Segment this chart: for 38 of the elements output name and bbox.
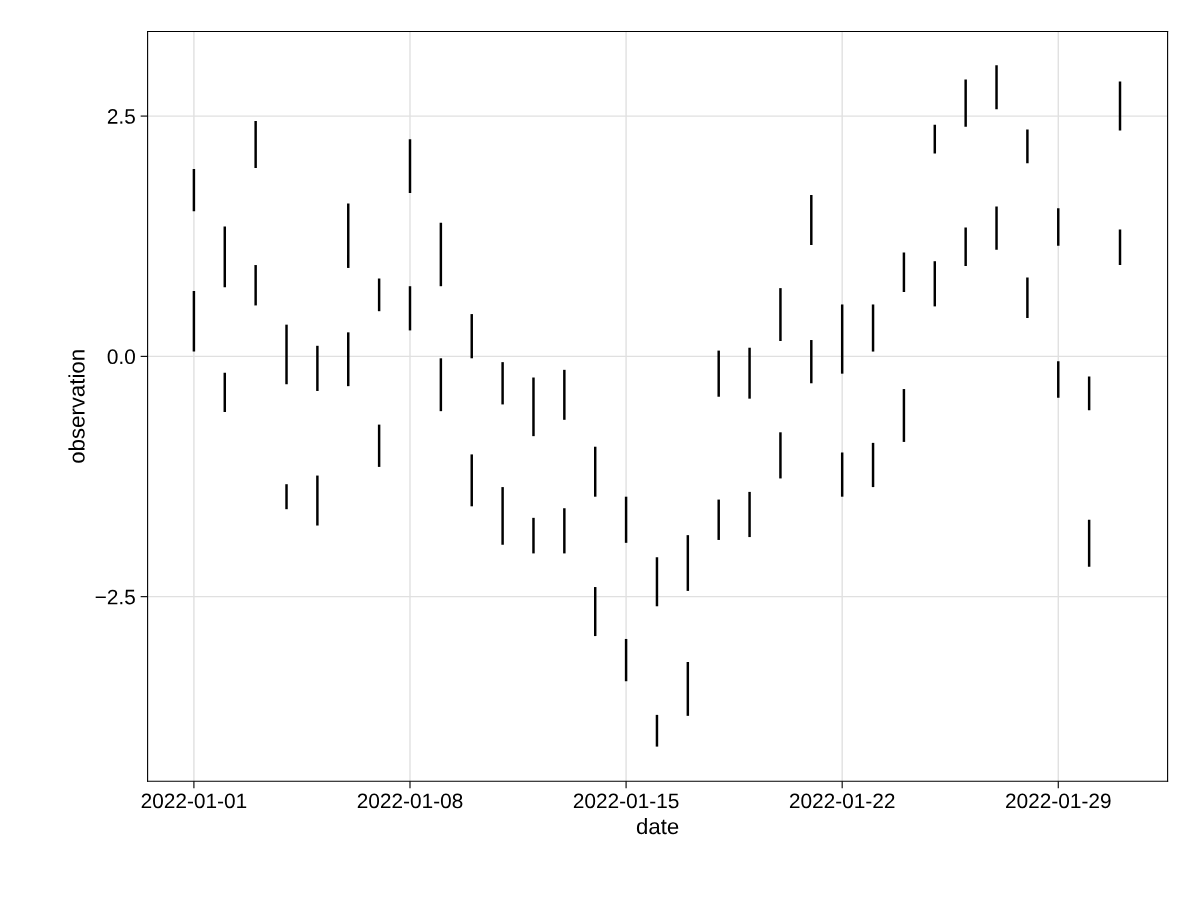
y-tick-label: 0.0 bbox=[107, 349, 135, 365]
x-tick-label: 2022-01-01 bbox=[141, 793, 247, 809]
bar bbox=[563, 369, 566, 420]
bar bbox=[779, 288, 782, 341]
bar bbox=[1057, 208, 1060, 246]
x-tick-label: 2022-01-29 bbox=[1006, 793, 1111, 809]
bar bbox=[779, 432, 782, 479]
bar bbox=[1026, 277, 1029, 318]
bar bbox=[810, 194, 813, 245]
x-axis-title: date bbox=[636, 817, 679, 835]
bar bbox=[717, 499, 720, 540]
bar bbox=[964, 227, 967, 267]
bar bbox=[501, 487, 504, 545]
x-tick-label: 2022-01-22 bbox=[789, 793, 895, 809]
y-axis-title: observation bbox=[68, 350, 85, 463]
bar bbox=[316, 475, 319, 526]
bar bbox=[285, 324, 288, 385]
bar bbox=[810, 340, 813, 384]
bar bbox=[964, 79, 967, 127]
bar bbox=[995, 65, 998, 110]
y-tick-label: −2.5 bbox=[95, 589, 135, 605]
bar bbox=[285, 484, 288, 510]
bar bbox=[532, 517, 535, 554]
bar bbox=[1026, 129, 1029, 164]
bar bbox=[254, 265, 257, 306]
bar bbox=[748, 491, 751, 538]
bar bbox=[563, 508, 566, 554]
bar bbox=[1057, 361, 1060, 398]
bar bbox=[748, 347, 751, 399]
bar bbox=[717, 350, 720, 397]
x-tick-label: 2022-01-08 bbox=[357, 793, 463, 809]
y-tick-label: 2.5 bbox=[107, 109, 135, 124]
bar bbox=[501, 362, 504, 405]
bar bbox=[532, 377, 535, 437]
bar bbox=[254, 120, 257, 168]
bar bbox=[316, 345, 319, 391]
x-tick-label: 2022-01-15 bbox=[573, 793, 679, 809]
bar bbox=[995, 206, 998, 250]
